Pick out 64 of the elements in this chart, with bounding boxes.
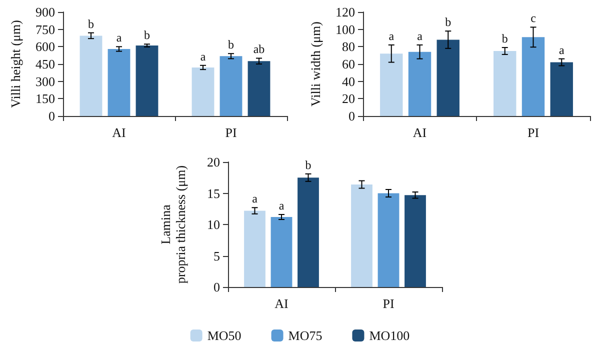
x-tick-label: AI [412,125,427,140]
data-label: a [417,28,424,43]
x-tick-label: PI [382,296,394,311]
bar [244,210,266,287]
bar [494,51,516,116]
bar [380,54,403,116]
y-tick-label: 40 [342,74,355,89]
data-label: c [530,11,536,26]
y-tick-label: 0 [48,108,55,124]
bar [80,36,102,116]
y-tick-label: 750 [36,22,55,37]
data-label: b [305,158,312,172]
bar [408,52,432,116]
x-tick-label: AI [274,296,288,311]
data-label: a [388,28,395,43]
bar [378,193,400,287]
data-label: a [116,30,122,45]
bar [192,67,214,116]
y-tick-label: 0 [348,108,355,124]
y-tick-label: 20 [207,154,220,170]
y-tick-label: 900 [36,4,55,20]
y-axis-title: Lamina propria thickness (μm) [158,165,188,284]
y-tick-label: 0 [214,280,220,294]
y-tick-label: 100 [336,22,355,37]
data-label: b [144,28,150,42]
bar [298,178,319,287]
data-label: ab [253,42,265,56]
bar [550,62,573,116]
bar [404,195,426,287]
bar [270,217,292,287]
y-tick-label: 20 [342,91,355,106]
bar [522,37,545,116]
y-tick-label: 300 [36,74,55,89]
bar [351,184,372,287]
y-tick-label: 10 [207,217,220,232]
bar [436,40,460,116]
data-label: b [228,38,234,52]
y-axis-title: Villi width (μm) [308,22,323,106]
y-tick-label: 450 [36,56,55,72]
y-tick-label: 600 [36,39,55,54]
y-tick-label: 15 [207,186,220,201]
bar [220,56,242,116]
bar [108,48,130,116]
x-tick-label: PI [225,125,237,140]
data-label: b [502,32,508,46]
y-axis-title: Villi height (μm) [8,20,23,108]
y-tick-label: 120 [336,4,355,20]
x-tick-label: AI [112,125,126,140]
data-label: a [278,198,285,212]
data-label: b [88,16,94,31]
data-label: a [252,192,258,206]
data-label: b [445,15,452,30]
bar [248,61,270,116]
y-tick-label: 60 [342,56,355,72]
y-tick-label: 5 [214,248,220,264]
bar [136,46,158,116]
data-label: a [558,42,565,57]
legend-label: MO75 [288,328,322,343]
legend-label: MO50 [207,328,242,343]
y-tick-label: 150 [36,91,55,106]
y-tick-label: 80 [342,39,355,54]
x-tick-label: PI [527,125,540,140]
data-label: a [200,49,206,64]
legend-label: MO100 [369,328,410,343]
